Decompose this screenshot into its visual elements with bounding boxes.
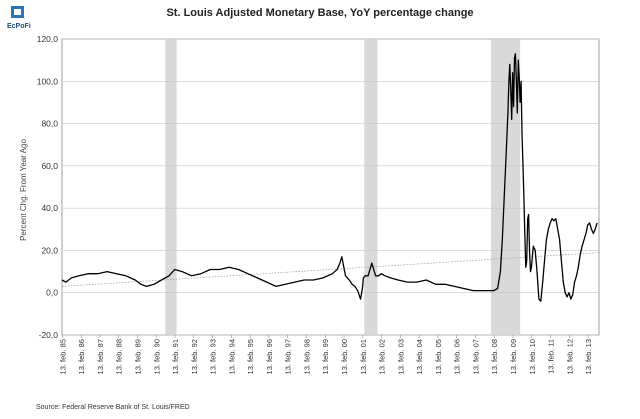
logo: EcPoFi bbox=[7, 6, 31, 30]
x-tick-label: 13. feb. 94 bbox=[227, 339, 236, 374]
recession-shading bbox=[165, 39, 521, 335]
x-tick-label: 13. feb. 98 bbox=[302, 339, 311, 374]
y-tick-label: 20,0 bbox=[41, 245, 58, 255]
chart-title: St. Louis Adjusted Monetary Base, YoY pe… bbox=[166, 7, 473, 19]
x-tick-label: 13. feb. 08 bbox=[490, 339, 499, 374]
trendline bbox=[61, 252, 600, 287]
x-tick-label: 13. feb. 04 bbox=[415, 339, 424, 374]
logo-text: EcPoFi bbox=[7, 23, 31, 30]
x-tick-label: 13. feb. 96 bbox=[265, 339, 274, 374]
x-tick-label: 13. feb. 88 bbox=[115, 339, 124, 374]
x-tick-label: 13. feb. 86 bbox=[77, 339, 86, 374]
x-tick-label: 13. feb. 05 bbox=[434, 339, 443, 374]
y-axis-label: Percent Chg. From Year Ago bbox=[19, 139, 28, 241]
x-tick-label: 13. feb. 02 bbox=[378, 339, 387, 374]
series-line-0 bbox=[61, 53, 598, 302]
y-tick-label: -20,0 bbox=[39, 330, 59, 340]
x-tick-label: 13. feb. 01 bbox=[359, 339, 368, 374]
x-tick-label: 13. feb. 11 bbox=[547, 339, 556, 374]
x-tick-label: 13. feb. 12 bbox=[565, 339, 574, 374]
y-tick-label: 0,0 bbox=[46, 288, 58, 298]
gridlines bbox=[62, 38, 599, 336]
recession-band-0 bbox=[165, 39, 177, 335]
x-tick-label: 13. feb. 03 bbox=[396, 339, 405, 374]
x-tick-label: 13. feb. 90 bbox=[152, 339, 161, 374]
x-tick-label: 13. feb. 91 bbox=[171, 339, 180, 374]
y-tick-label: 120,0 bbox=[37, 34, 59, 44]
x-tick-label: 13. feb. 93 bbox=[209, 339, 218, 374]
x-tick-label: 13. feb. 13 bbox=[584, 339, 593, 374]
x-tick-label: 13. feb. 97 bbox=[284, 339, 293, 374]
x-tick-label: 13. feb. 87 bbox=[96, 339, 105, 374]
source-note: Source: Federal Reserve Bank of St. Loui… bbox=[36, 404, 190, 411]
y-tick-label: 80,0 bbox=[41, 119, 58, 129]
x-axis-ticks: 13. feb. 85 13. feb. 86 13. feb. 87 13. feb… bbox=[58, 335, 593, 374]
x-tick-label: 13. feb. 07 bbox=[471, 339, 480, 374]
x-tick-label: 13. feb. 95 bbox=[246, 339, 255, 374]
y-tick-label: 60,0 bbox=[41, 161, 58, 171]
x-tick-label: 13. feb. 06 bbox=[453, 339, 462, 374]
x-tick-label: 13. feb. 85 bbox=[58, 339, 67, 374]
recession-band-2 bbox=[491, 39, 521, 335]
x-tick-label: 13. feb. 10 bbox=[528, 339, 537, 374]
y-tick-label: 40,0 bbox=[41, 203, 58, 213]
y-tick-label: 100,0 bbox=[37, 76, 59, 86]
logo-icon-inner bbox=[14, 9, 21, 15]
series bbox=[61, 53, 600, 302]
x-tick-label: 13. feb. 09 bbox=[509, 339, 518, 374]
recession-band-1 bbox=[364, 39, 378, 335]
x-tick-label: 13. feb. 00 bbox=[340, 339, 349, 374]
x-tick-label: 13. feb. 89 bbox=[133, 339, 142, 374]
y-axis-ticks: -20,0 0,0 20,0 40,0 60,0 80,0 100,0 120,0 bbox=[37, 34, 59, 340]
x-tick-label: 13. feb. 92 bbox=[190, 339, 199, 374]
x-tick-label: 13. feb. 99 bbox=[321, 339, 330, 374]
